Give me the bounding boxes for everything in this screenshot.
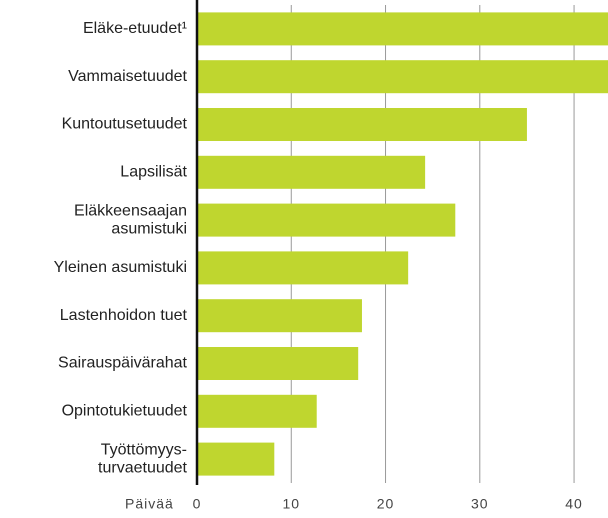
- y-tick-label: Työttömyys-: [101, 441, 187, 458]
- y-tick-label: Eläke-etuudet¹: [83, 20, 187, 37]
- x-tick-label: 0: [193, 496, 202, 512]
- y-tick-label: Vammaisetuudet: [68, 68, 187, 85]
- x-tick-label: 40: [565, 496, 583, 512]
- y-tick-label: turvaetuudet: [98, 459, 188, 476]
- x-tick-label: 20: [377, 496, 395, 512]
- y-tick-label: Sairauspäivärahat: [58, 355, 188, 372]
- x-tick-label: 30: [471, 496, 489, 512]
- y-tick-label: Lastenhoidon tuet: [60, 307, 188, 324]
- y-tick-label: Opintotukietuudet: [62, 403, 188, 420]
- bar: [197, 347, 359, 380]
- bar: [197, 299, 362, 333]
- bars: [197, 12, 608, 476]
- y-tick-label: Kuntoutusetuudet: [62, 116, 188, 133]
- y-tick-label: Eläkkeensaajan: [74, 202, 187, 219]
- y-tick-label: Lapsilisät: [120, 164, 187, 181]
- bar: [197, 251, 409, 285]
- bar: [197, 108, 527, 141]
- bar: [197, 203, 456, 237]
- y-tick-label: asumistuki: [111, 220, 187, 237]
- bar: [197, 394, 317, 428]
- bar: [197, 12, 608, 46]
- bar: [197, 442, 275, 476]
- x-tick-label: 10: [282, 496, 300, 512]
- labels: 0 10 20 30 40 Eläke-etuudet¹ Vammaisetuudet Kun…: [54, 20, 583, 512]
- x-axis-label: Päivää: [125, 496, 174, 512]
- bar: [197, 155, 426, 189]
- y-tick-label: Yleinen asumistuki: [54, 259, 187, 276]
- bar: [197, 60, 608, 94]
